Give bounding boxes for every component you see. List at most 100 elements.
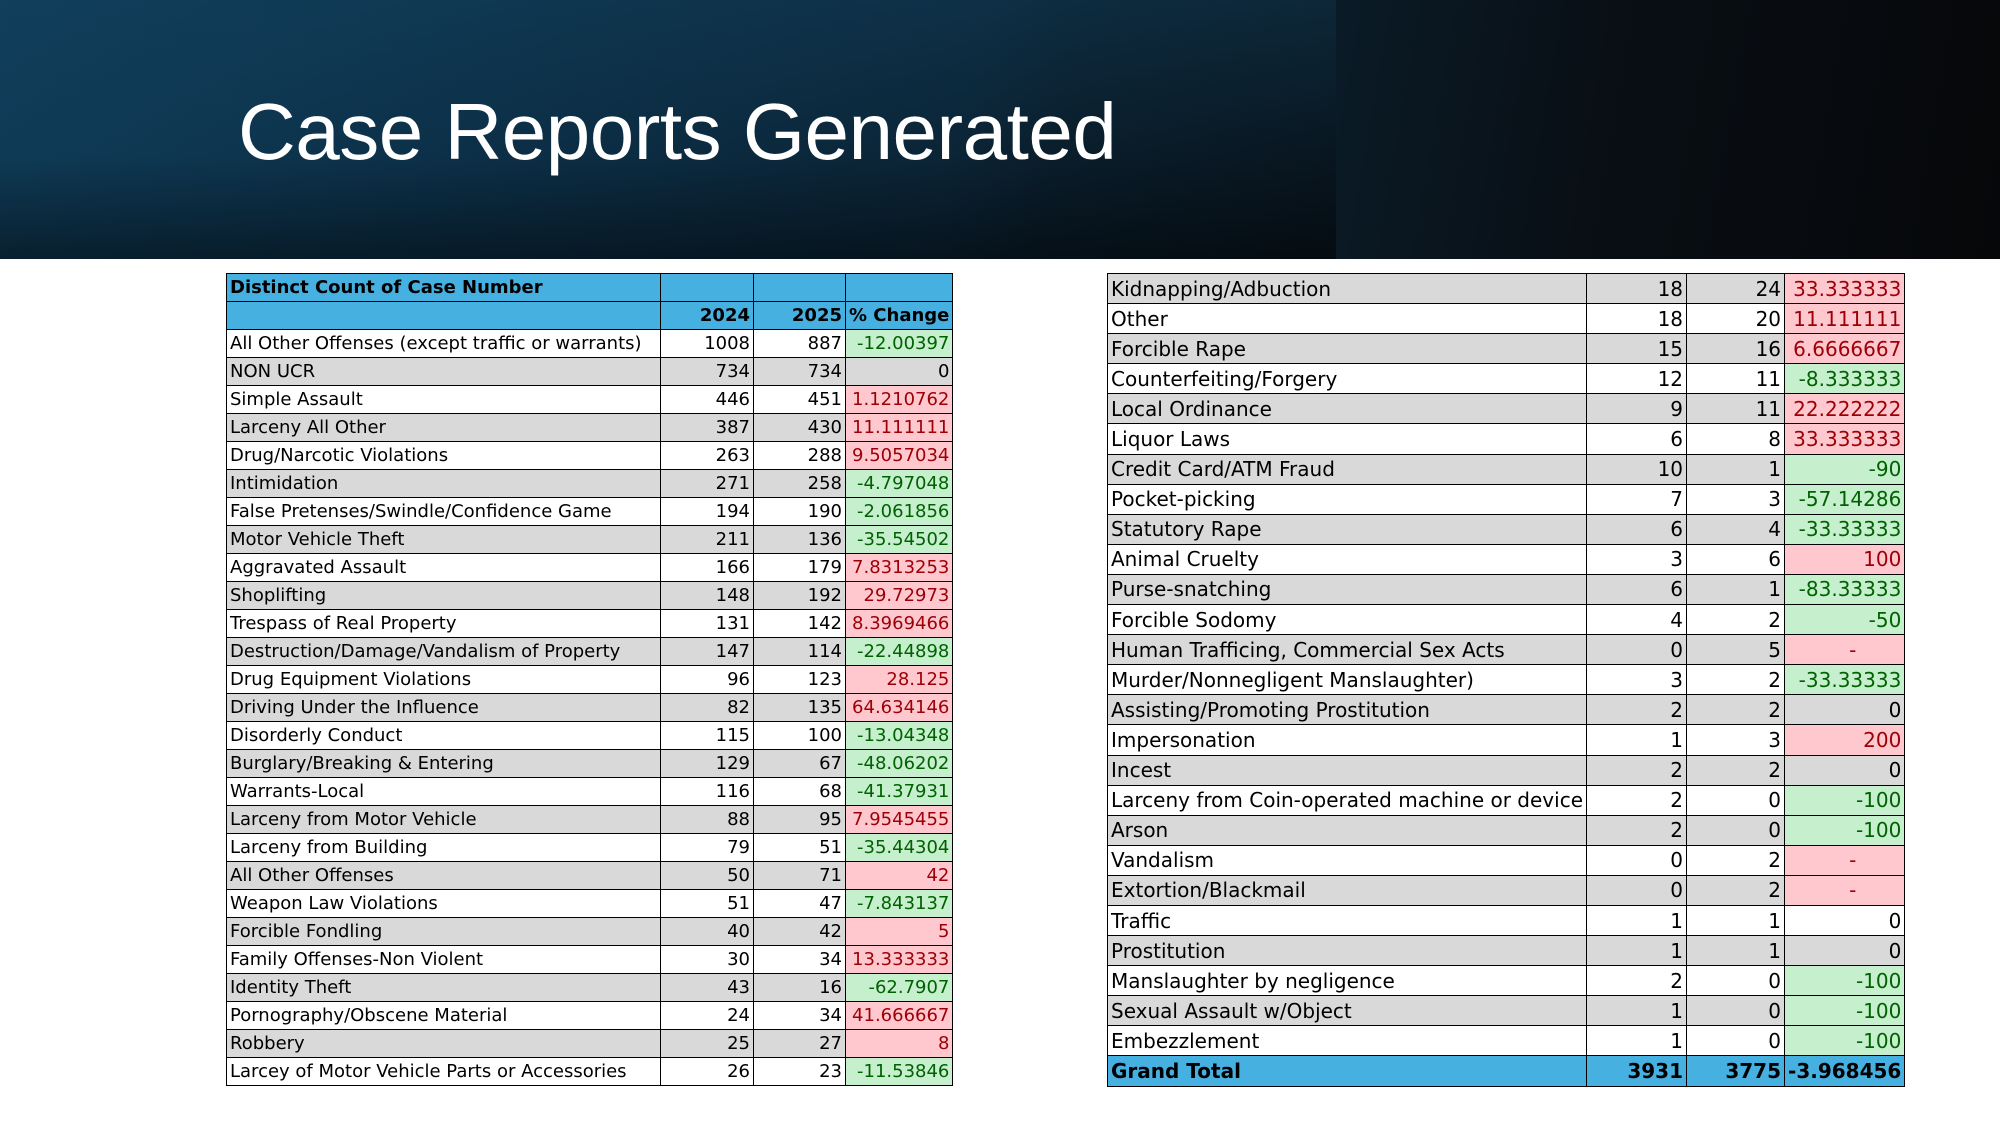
percent-change: 13.333333: [844, 945, 954, 974]
table-row: Extortion/Blackmail 0 2-: [1106, 874, 1906, 906]
offense-name: Larcey of Motor Vehicle Parts or Accesso…: [226, 1057, 661, 1086]
offense-name: Murder/Nonnegligent Manslaughter): [1106, 664, 1588, 696]
table-row: Kidnapping/Adbuction 18 24 33.333333: [1106, 272, 1906, 305]
table-row: Drug Equipment Violations 96 123 28.125: [226, 665, 954, 694]
column-header-2025: 2025: [753, 301, 846, 330]
table-row: Human Trafficing, Commercial Sex Acts 0 5-: [1106, 634, 1906, 666]
count-2025: 16: [753, 973, 846, 1002]
percent-change: -100: [1784, 814, 1906, 846]
column-header-row: 2024 2025 % Change: [226, 301, 954, 330]
offense-name: Destruction/Damage/Vandalism of Property: [226, 637, 661, 666]
table-row: Larceny All Other 387 430 11.111111: [226, 413, 954, 442]
count-2025: 24: [1686, 272, 1786, 305]
count-2025: 71: [753, 861, 846, 890]
table-row: Other 18 20 11.111111: [1106, 303, 1906, 335]
percent-change: -35.54502: [844, 525, 954, 554]
column-header-change: % Change: [844, 301, 954, 330]
percent-change: -100: [1784, 965, 1906, 997]
count-2024: 147: [660, 637, 754, 666]
offense-name: Warrants-Local: [226, 777, 661, 806]
offense-name: Weapon Law Violations: [226, 889, 661, 918]
count-2024: 2: [1586, 784, 1688, 816]
table-row: NON UCR 734 734 0: [226, 357, 954, 386]
offense-name: Vandalism: [1106, 844, 1588, 876]
percent-change: 0: [1784, 935, 1906, 967]
count-2025: 34: [753, 1001, 846, 1030]
offense-name: Credit Card/ATM Fraud: [1106, 453, 1588, 485]
offense-name: False Pretenses/Swindle/Confidence Game: [226, 497, 661, 526]
percent-change: 7.8313253: [844, 553, 954, 582]
offense-name: Larceny from Coin-operated machine or de…: [1106, 784, 1588, 816]
header-row: Distinct Count of Case Number: [226, 273, 954, 302]
count-2024: 15: [1586, 333, 1688, 365]
offense-name: Pornography/Obscene Material: [226, 1001, 661, 1030]
offense-name: Larceny from Motor Vehicle: [226, 805, 661, 834]
offense-name: Human Trafficing, Commercial Sex Acts: [1106, 634, 1588, 666]
table-row: Simple Assault 446 451 1.1210762: [226, 385, 954, 414]
count-2024: 10: [1586, 453, 1688, 485]
table-row: Family Offenses-Non Violent 30 34 13.333333: [226, 945, 954, 974]
offense-name: Disorderly Conduct: [226, 721, 661, 750]
count-2025: 2: [1686, 844, 1786, 876]
percent-change: -: [1784, 634, 1906, 666]
column-header-2024: 2024: [660, 301, 754, 330]
count-2025: 179: [753, 553, 846, 582]
percent-change: 42: [844, 861, 954, 890]
percent-change: -48.06202: [844, 749, 954, 778]
count-2025: 4: [1686, 513, 1786, 545]
percent-change: 33.333333: [1784, 272, 1906, 305]
table-row: Weapon Law Violations 51 47 -7.843137: [226, 889, 954, 918]
percent-change: 22.222222: [1784, 393, 1906, 425]
table-row: Burglary/Breaking & Entering 129 67 -48.062…: [226, 749, 954, 778]
pivot-title: Distinct Count of Case Number: [226, 273, 661, 302]
table-row: Larcey of Motor Vehicle Parts or Accesso…: [226, 1057, 954, 1086]
percent-change: -33.33333: [1784, 513, 1906, 545]
percent-change: -22.44898: [844, 637, 954, 666]
percent-change: 0: [1784, 904, 1906, 937]
table-row: Identity Theft 43 16 -62.7907: [226, 973, 954, 1002]
count-2025: 288: [753, 441, 846, 470]
offense-name: Statutory Rape: [1106, 513, 1588, 545]
percent-change: -35.44304: [844, 833, 954, 862]
left-pivot-table: Distinct Count of Case Number 2024 2025 …: [226, 273, 954, 1086]
offense-name: Local Ordinance: [1106, 393, 1588, 425]
percent-change: 100: [1784, 543, 1906, 575]
count-2025: 2: [1686, 604, 1786, 636]
percent-change: 6.6666667: [1784, 333, 1906, 365]
count-2025: 68: [753, 777, 846, 806]
count-2025: 20: [1686, 303, 1786, 335]
count-2024: 271: [660, 469, 754, 498]
offense-name: Larceny from Building: [226, 833, 661, 862]
count-2024: 2: [1586, 965, 1688, 997]
offense-name: Trespass of Real Property: [226, 609, 661, 638]
count-2024: 7: [1586, 483, 1688, 515]
offense-name: Forcible Sodomy: [1106, 604, 1588, 636]
percent-change: -7.843137: [844, 889, 954, 918]
offense-name: Counterfeiting/Forgery: [1106, 363, 1588, 395]
count-2025: 95: [753, 805, 846, 834]
table-row: Driving Under the Influence 82 135 64.63414…: [226, 693, 954, 722]
percent-change: 64.634146: [844, 693, 954, 722]
count-2025: 11: [1686, 363, 1786, 395]
table-row: Purse-snatching 6 1 -83.33333: [1106, 573, 1906, 606]
percent-change: -90: [1784, 453, 1906, 485]
percent-change: 0: [844, 357, 954, 386]
percent-change: 9.5057034: [844, 441, 954, 470]
count-2025: 8: [1686, 423, 1786, 455]
table-row: Manslaughter by negligence 2 0 -100: [1106, 965, 1906, 997]
percent-change: 0: [1784, 754, 1906, 786]
offense-name: Prostitution: [1106, 935, 1588, 967]
percent-change: -100: [1784, 1025, 1906, 1057]
table-row: Intimidation 271 258 -4.797048: [226, 469, 954, 498]
count-2025: 114: [753, 637, 846, 666]
table-row: All Other Offenses 50 71 42: [226, 861, 954, 890]
offense-name: Extortion/Blackmail: [1106, 874, 1588, 906]
count-2025: 100: [753, 721, 846, 750]
percent-change: -100: [1784, 995, 1906, 1027]
table-row: Drug/Narcotic Violations 263 288 9.5057034: [226, 441, 954, 470]
table-row: Warrants-Local 116 68 -41.37931: [226, 777, 954, 806]
count-2024: 4: [1586, 604, 1688, 636]
count-2025: 123: [753, 665, 846, 694]
percent-change: 11.111111: [844, 413, 954, 442]
count-2024: 82: [660, 693, 754, 722]
